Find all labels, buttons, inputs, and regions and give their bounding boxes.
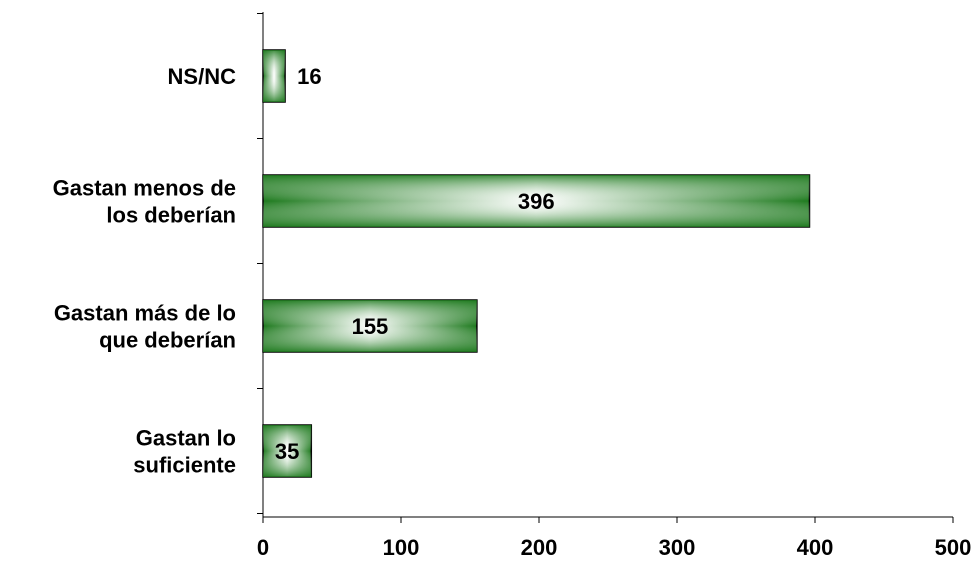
x-tick-label: 500 xyxy=(935,535,972,560)
x-tick-label: 300 xyxy=(659,535,696,560)
category-label: Gastan más de lo xyxy=(54,301,236,326)
category-label: NS/NC xyxy=(168,64,237,89)
x-tick-label: 100 xyxy=(383,535,420,560)
category-label: los deberían xyxy=(106,203,236,228)
x-tick-label: 200 xyxy=(521,535,558,560)
data-label: 155 xyxy=(352,314,389,339)
category-label: suficiente xyxy=(133,453,236,478)
data-label: 396 xyxy=(518,189,555,214)
data-label: 16 xyxy=(297,64,321,89)
bar-shading xyxy=(263,175,810,227)
data-label: 35 xyxy=(275,439,299,464)
category-label: Gastan lo xyxy=(136,426,236,451)
category-label: que deberían xyxy=(99,328,236,353)
category-label: Gastan menos de xyxy=(53,176,236,201)
plot-area: 0 100 200 300 400 500 NS/NC 16 Gastan menos delo… xyxy=(53,12,972,560)
bar-shading xyxy=(263,300,477,352)
x-tick-label: 400 xyxy=(797,535,834,560)
bar-shading xyxy=(263,50,286,102)
x-tick-label: 0 xyxy=(257,535,269,560)
bar-shading xyxy=(263,425,312,477)
